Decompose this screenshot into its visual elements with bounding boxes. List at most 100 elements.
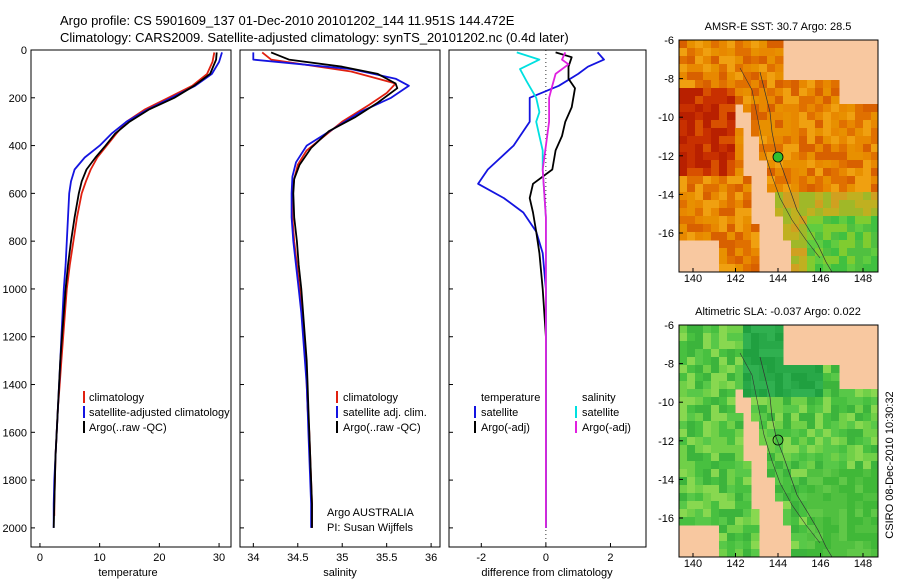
field-cell <box>863 549 872 557</box>
field-cell <box>783 429 792 438</box>
field-cell <box>775 333 784 342</box>
field-cell <box>807 525 816 534</box>
field-cell <box>791 469 800 478</box>
field-cell <box>687 184 696 193</box>
field-cell <box>855 112 864 121</box>
field-cell <box>775 48 784 57</box>
field-cell <box>775 56 784 65</box>
field-cell <box>815 437 824 446</box>
field-cell <box>831 112 840 121</box>
field-cell <box>847 453 856 462</box>
field-cell <box>719 341 728 350</box>
field-cell <box>679 112 688 121</box>
field-cell <box>695 429 704 438</box>
field-cell <box>863 192 872 201</box>
field-cell <box>815 136 824 145</box>
field-cell <box>783 216 792 225</box>
field-cell <box>855 232 864 241</box>
field-cell <box>767 160 776 169</box>
field-cell <box>703 437 712 446</box>
field-cell <box>743 509 752 518</box>
field-cell <box>791 224 800 233</box>
field-cell <box>831 549 840 557</box>
field-cell <box>743 56 752 65</box>
field-cell <box>727 240 736 249</box>
field-cell <box>711 421 720 430</box>
field-cell <box>863 485 872 494</box>
field-cell <box>743 80 752 89</box>
sst-map-title: AMSR-E SST: 30.7 Argo: 28.5 <box>705 21 852 33</box>
field-cell <box>727 56 736 65</box>
field-cell <box>815 405 824 414</box>
field-cell <box>751 224 760 233</box>
field-cell <box>759 357 768 366</box>
field-cell <box>719 184 728 193</box>
field-cell <box>855 509 864 518</box>
field-cell <box>695 413 704 422</box>
field-cell <box>871 168 878 177</box>
field-cell <box>799 144 808 153</box>
argo-annotation-line1: Argo AUSTRALIA <box>327 507 414 519</box>
field-cell <box>703 485 712 494</box>
field-cell <box>823 176 832 185</box>
field-cell <box>823 445 832 454</box>
field-cell <box>727 533 736 542</box>
field-cell <box>679 216 688 225</box>
field-cell <box>831 365 840 374</box>
field-cell <box>807 493 816 502</box>
sla-float-marker <box>772 434 784 446</box>
field-cell <box>855 493 864 502</box>
field-cell <box>831 413 840 422</box>
x-tick-label: -2 <box>476 552 486 564</box>
field-cell <box>679 184 688 193</box>
field-cell <box>751 349 760 358</box>
field-cell <box>799 437 808 446</box>
field-cell <box>727 477 736 486</box>
field-cell <box>783 517 792 526</box>
field-cell <box>799 421 808 430</box>
field-cell <box>711 176 720 185</box>
field-cell <box>775 160 784 169</box>
field-cell <box>815 373 824 382</box>
field-cell <box>695 40 704 49</box>
field-cell <box>815 96 824 105</box>
field-cell <box>735 493 744 502</box>
depth-tick-label: 400 <box>9 141 27 153</box>
field-cell <box>799 381 808 390</box>
field-cell <box>839 461 848 470</box>
field-cell <box>791 128 800 137</box>
field-cell <box>783 485 792 494</box>
field-cell <box>679 232 688 241</box>
field-cell <box>863 429 872 438</box>
field-cell <box>815 128 824 137</box>
field-cell <box>719 104 728 113</box>
field-cell <box>831 493 840 502</box>
field-cell <box>799 389 808 398</box>
field-cell <box>751 333 760 342</box>
field-cell <box>711 184 720 193</box>
field-cell <box>847 224 856 233</box>
field-cell <box>687 405 696 414</box>
field-cell <box>807 152 816 161</box>
field-cell <box>719 453 728 462</box>
field-cell <box>695 208 704 217</box>
field-cell <box>719 525 728 534</box>
field-cell <box>807 397 816 406</box>
field-cell <box>687 509 696 518</box>
field-cell <box>847 445 856 454</box>
field-cell <box>815 88 824 97</box>
field-cell <box>679 40 688 49</box>
field-cell <box>831 469 840 478</box>
field-cell <box>719 381 728 390</box>
field-cell <box>727 232 736 241</box>
field-cell <box>687 208 696 217</box>
field-cell <box>783 192 792 201</box>
field-cell <box>735 373 744 382</box>
field-cell <box>679 144 688 153</box>
field-cell <box>839 485 848 494</box>
field-cell <box>727 80 736 89</box>
field-cell <box>711 453 720 462</box>
field-cell <box>791 541 800 550</box>
field-cell <box>863 517 872 526</box>
field-cell <box>767 72 776 81</box>
